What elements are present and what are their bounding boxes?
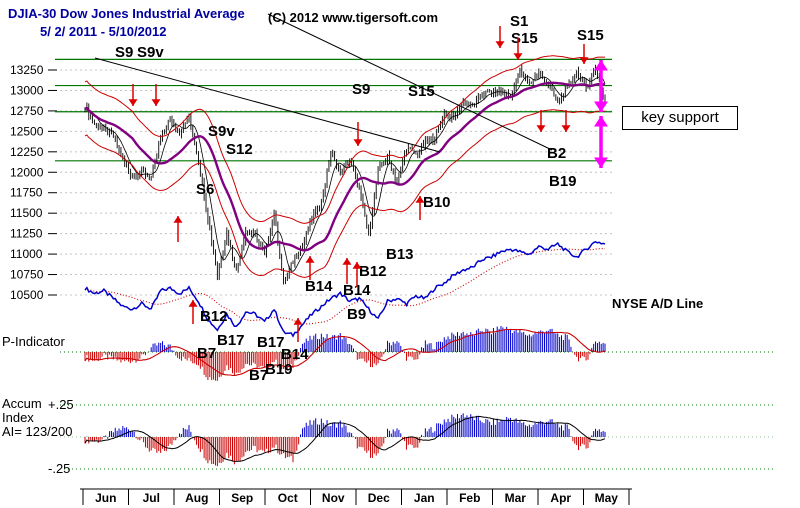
chart-title: DJIA-30 Dow Jones Industrial Average [8,6,245,21]
price-axis-label: 10750 [10,268,44,282]
signal-label: S12 [226,141,253,158]
price-axis-label: 11250 [10,227,43,241]
ai-value-label: AI= 123/200 [2,424,73,439]
price-axis-label: 12250 [10,145,44,159]
signal-label: S15 [577,27,604,44]
signal-label: B10 [423,194,451,211]
signal-label: B13 [386,246,414,263]
signal-label: B12 [359,263,387,280]
accum-minus-tick: -.25 [48,461,71,476]
signal-label: B2 [547,145,566,162]
month-axis-label: Oct [278,491,298,505]
signal-label: S9v [208,123,235,140]
signal-label: B14 [343,282,371,299]
accum-label: Accum [2,396,42,411]
price-axis-label: 12750 [10,104,44,118]
signal-label: S15 [511,30,538,47]
price-axis-label: 10500 [10,288,44,302]
signal-label: B17 [257,334,285,351]
signal-label: S9 [115,44,133,61]
signal-label: B19 [549,173,577,190]
signal-label: B17 [217,332,245,349]
month-axis-label: May [595,491,619,505]
signal-label: S6 [196,181,214,198]
p-indicator-label: P-Indicator [2,334,65,349]
accum-plus-tick: +.25 [48,397,74,412]
ad-line-label: NYSE A/D Line [612,296,704,311]
price-axis-label: 11500 [10,206,43,220]
signal-label: S15 [408,83,435,100]
month-axis-label: Jul [143,491,160,505]
month-axis-label: Jan [414,491,435,505]
price-axis-label: 12500 [10,124,44,138]
chart-date-range: 5/ 2/ 2011 - 5/10/2012 [40,24,167,39]
price-axis-label: 11750 [10,186,43,200]
signal-label: B7 [249,367,268,384]
signal-label: B9 [347,306,366,323]
month-axis-label: Nov [322,491,345,505]
signal-label: B7 [197,345,216,362]
month-axis-label: Feb [459,491,480,505]
index-label: Index [2,410,34,425]
month-axis-label: Aug [185,491,208,505]
signal-label: S9 [352,81,370,98]
signal-label: B19 [265,361,293,378]
signal-label: B14 [281,346,309,363]
signal-label: S9v [137,44,164,61]
month-axis-label: Sep [231,491,253,505]
signal-label: B12 [200,308,228,325]
signal-label: B14 [305,278,333,295]
month-axis-label: Apr [550,491,571,505]
price-axis-label: 12000 [10,165,44,179]
price-axis-label: 13250 [10,63,44,77]
key-support-callout: key support [622,106,738,130]
copyright-notice: (C) 2012 www.tigersoft.com [268,10,438,25]
price-axis-label: 11000 [10,247,43,261]
month-axis-label: Jun [95,491,116,505]
signal-label: S1 [510,13,528,30]
month-axis-label: Mar [505,491,527,505]
month-axis-label: Dec [368,491,390,505]
price-axis-label: 13000 [10,83,44,97]
